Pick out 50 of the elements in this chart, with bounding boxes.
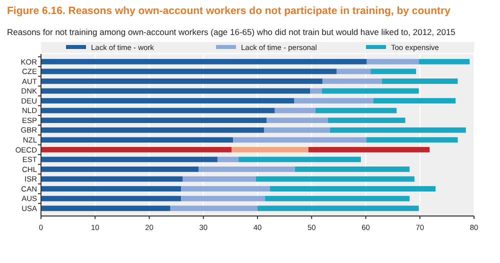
bar	[41, 78, 322, 84]
bar	[330, 127, 466, 133]
bar	[322, 88, 419, 94]
bar	[328, 118, 406, 124]
bar	[41, 156, 218, 162]
bar	[41, 166, 199, 172]
bar	[41, 186, 182, 192]
bar	[217, 156, 239, 162]
bar	[238, 156, 361, 162]
bar	[41, 108, 275, 114]
bar	[382, 78, 458, 84]
bar	[322, 78, 382, 84]
bar	[41, 137, 234, 143]
bar	[308, 146, 430, 152]
bar	[41, 127, 264, 133]
bar	[366, 137, 458, 143]
chart-title: Figure 6.16. Reasons why own-account workers do not participate in training, by country	[7, 5, 451, 17]
chart-subtitle: Reasons for not training among own-account workers (age 16-65) who did not train but would have liked to, 2012, 2015	[7, 27, 456, 37]
bar	[266, 118, 328, 124]
bar	[265, 196, 410, 202]
bar	[41, 196, 182, 202]
bar	[181, 196, 266, 202]
bar	[366, 58, 419, 64]
bar	[264, 127, 330, 133]
bar	[170, 206, 258, 212]
bar	[41, 88, 310, 94]
bar	[182, 176, 256, 182]
bar	[41, 206, 170, 212]
bar	[418, 58, 470, 64]
bar	[315, 108, 397, 114]
bar	[373, 98, 456, 104]
bar	[370, 68, 416, 74]
bar	[270, 186, 436, 192]
bar	[258, 206, 419, 212]
bar	[294, 98, 374, 104]
bar	[41, 68, 337, 74]
bar	[310, 88, 322, 94]
bar	[41, 58, 367, 64]
bar	[41, 98, 294, 104]
bar	[256, 176, 414, 182]
bar	[294, 166, 410, 172]
bar	[233, 137, 366, 143]
bar	[232, 146, 308, 152]
bar	[274, 108, 316, 114]
bar	[198, 166, 295, 172]
bar	[181, 186, 270, 192]
bar	[336, 68, 371, 74]
bar	[41, 176, 183, 182]
bar	[41, 118, 267, 124]
bar	[41, 146, 232, 152]
